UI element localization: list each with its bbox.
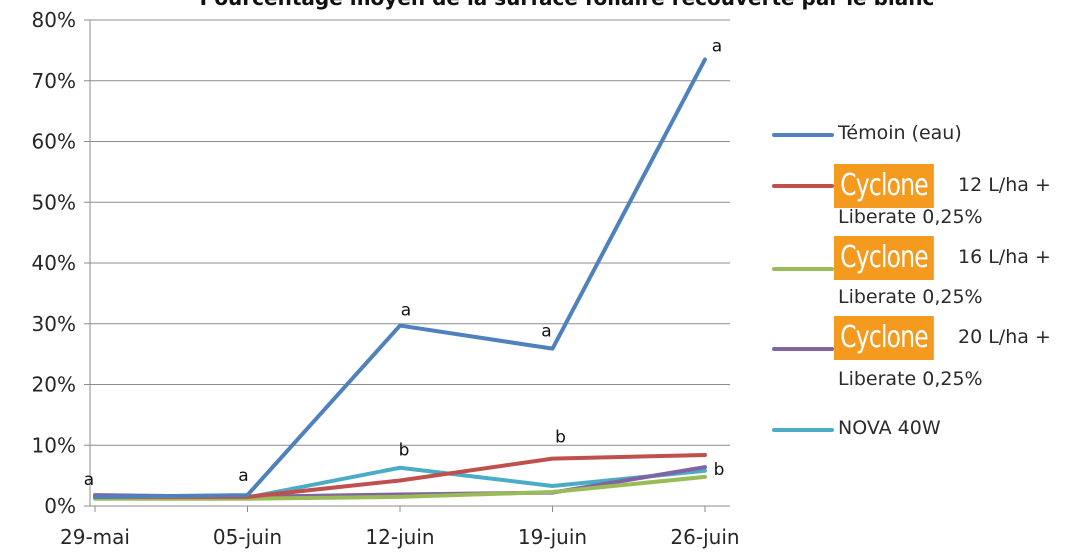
cyclone-brand-logo: Cyclone: [834, 236, 935, 280]
legend-swatch: [772, 267, 834, 271]
x-tick-label: 19-juin: [518, 525, 587, 549]
legend-label: NOVA 40W: [838, 417, 941, 439]
legend-swatch: [772, 347, 834, 351]
x-tick-label: 29-mai: [60, 525, 130, 549]
legend-swatch: [772, 428, 834, 432]
y-tick-label: 20%: [32, 373, 76, 397]
series-line-2: [93, 452, 707, 499]
data-label: b: [399, 441, 410, 461]
y-tick-label: 50%: [32, 190, 76, 214]
x-tick-label: 05-juin: [213, 525, 282, 549]
x-tick-label: 26-juin: [670, 525, 739, 549]
data-label: a: [84, 470, 94, 490]
legend-swatch: [772, 184, 834, 188]
y-tick-label: 40%: [32, 251, 76, 275]
series-line-1: [93, 57, 707, 499]
legend-sublabel: Liberate 0,25%: [838, 286, 983, 308]
data-label: a: [401, 301, 411, 321]
data-label: b: [555, 428, 566, 448]
legend-swatch: [772, 133, 834, 137]
legend-sublabel: Liberate 0,25%: [838, 368, 983, 390]
y-tick-label: 60%: [32, 130, 76, 154]
y-tick-label: 70%: [32, 69, 76, 93]
data-label: a: [238, 466, 248, 486]
y-tick-label: 10%: [32, 433, 76, 457]
y-tick-label: 0%: [44, 494, 76, 518]
x-tick-label: 12-juin: [365, 525, 434, 549]
legend-label: 20 L/ha +: [958, 326, 1051, 348]
y-tick-label: 30%: [32, 312, 76, 336]
data-label: b: [714, 460, 725, 480]
legend-label: Témoin (eau): [838, 122, 962, 144]
data-label: a: [712, 36, 722, 56]
y-tick-label: 80%: [32, 8, 76, 32]
legend-sublabel: Liberate 0,25%: [838, 206, 983, 228]
cyclone-brand-logo: Cyclone: [834, 316, 935, 360]
legend-label: 12 L/ha +: [958, 174, 1051, 196]
chart-title: Pourcentage moyen de la surface foliaire…: [30, 0, 1074, 10]
cyclone-brand-logo: Cyclone: [834, 164, 935, 208]
data-label: a: [541, 322, 551, 342]
legend-label: 16 L/ha +: [958, 246, 1051, 268]
